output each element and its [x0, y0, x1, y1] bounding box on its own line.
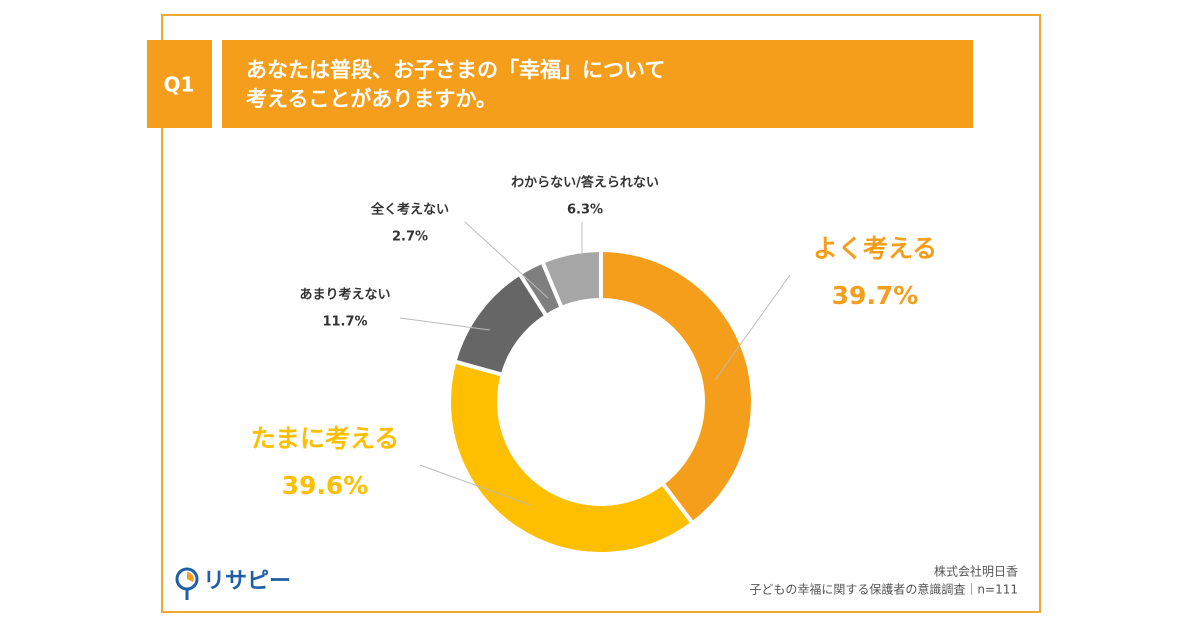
value-label: 11.7% — [322, 315, 367, 330]
frame — [161, 14, 1041, 613]
value-label: 6.3% — [567, 203, 603, 218]
logo-icon — [187, 572, 194, 582]
donut-segment — [539, 247, 603, 311]
donut-segment — [447, 358, 696, 556]
source: 子どもの幸福に関する保護者の意識調査｜n=111 — [749, 582, 1018, 597]
logo: リサピー — [175, 567, 291, 600]
leader-line — [399, 317, 491, 331]
value-label: 39.6% — [282, 471, 369, 500]
category-label: よく考える — [813, 234, 937, 263]
value-label: 39.7% — [832, 281, 919, 310]
category-label: あまり考えない — [299, 287, 390, 303]
source: 株式会社明日香 — [934, 564, 1018, 579]
value-label: 2.7% — [392, 230, 428, 245]
question-line: 考えることがありますか。 — [246, 87, 497, 111]
leader-line — [419, 464, 531, 506]
leader-line — [464, 221, 549, 299]
category-label: 全く考えない — [370, 202, 449, 218]
badge-box — [147, 40, 212, 128]
category-label: わからない/答えられない — [511, 175, 659, 191]
question-box — [222, 40, 973, 128]
leader-line — [714, 274, 791, 381]
question-line: あなたは普段、お子さまの「幸福」について — [246, 58, 665, 82]
category-label: たまに考える — [251, 424, 400, 453]
donut-segment — [599, 247, 755, 527]
logo-text: リサピー — [203, 569, 291, 594]
badge: Q1 — [164, 73, 195, 97]
